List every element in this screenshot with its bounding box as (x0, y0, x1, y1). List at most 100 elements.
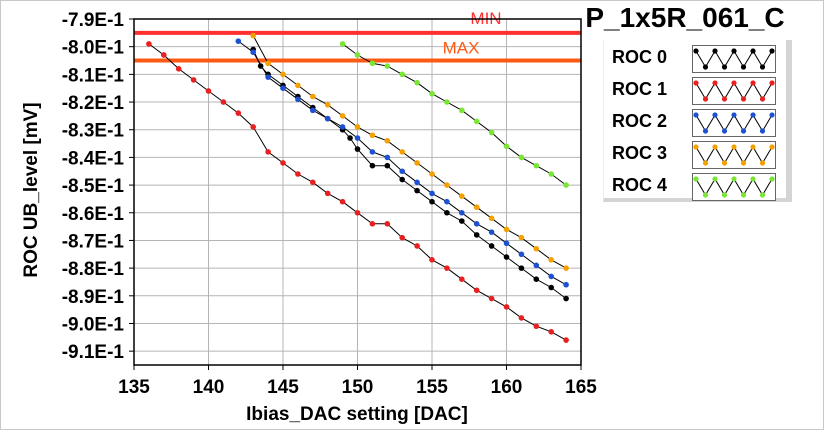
data-point (503, 143, 510, 150)
legend-marker (721, 128, 728, 134)
data-point (235, 38, 242, 44)
data-point (384, 63, 391, 69)
legend-marker (721, 192, 728, 198)
data-point (533, 262, 540, 269)
data-point (235, 110, 242, 116)
data-point (339, 41, 346, 47)
legend-marker (740, 160, 747, 166)
data-point (533, 323, 540, 330)
data-point (429, 198, 435, 205)
legend-marker (712, 80, 718, 86)
axes: 135 140 145 150 155 160 165 -7.9E-1 -8.0E-1 -8.1E… (62, 10, 598, 398)
data-point (503, 226, 510, 233)
data-point (280, 85, 286, 91)
x-tick-label: 150 (342, 377, 374, 398)
x-tick-label: 165 (565, 377, 597, 398)
legend-label: ROC 1 (612, 79, 668, 99)
data-point (384, 154, 391, 161)
data-point (324, 102, 331, 108)
legend-marker (750, 80, 756, 86)
legend-marker (702, 192, 709, 198)
legend-marker (731, 48, 737, 54)
data-point (518, 154, 525, 161)
data-point (295, 96, 301, 103)
data-point (384, 137, 391, 144)
legend-marker (702, 96, 709, 102)
data-point (459, 209, 465, 216)
y-tick-label: -8.3E-1 (62, 121, 125, 142)
legend-item: ROC 1 (604, 76, 786, 105)
data-point (414, 179, 420, 186)
legend-marker (721, 160, 728, 166)
data-point (459, 276, 465, 282)
legend-marker (759, 160, 766, 166)
series-1 (146, 41, 569, 343)
legend-marker (721, 96, 728, 102)
legend-marker (759, 64, 766, 70)
data-point (220, 99, 227, 105)
data-point (354, 135, 361, 141)
series-4 (339, 41, 569, 188)
legend-marker (750, 144, 756, 150)
y-tick-label: -8.1E-1 (62, 65, 125, 86)
data-point (548, 171, 554, 177)
series-3 (250, 32, 569, 271)
data-point (473, 232, 480, 238)
data-point (563, 337, 569, 343)
data-point (503, 240, 510, 247)
data-point (548, 328, 554, 335)
legend-marker (712, 48, 718, 54)
legend-marker (712, 176, 718, 182)
data-point (444, 209, 450, 216)
y-tick-label: -8.5E-1 (62, 176, 125, 197)
y-tick-label: -8.2E-1 (62, 93, 125, 114)
y-tick-label: -7.9E-1 (62, 10, 125, 31)
data-point (488, 229, 495, 235)
data-point (473, 118, 480, 125)
data-point (369, 149, 376, 155)
legend-marker (769, 80, 775, 86)
data-point (473, 287, 480, 294)
data-point (429, 257, 435, 263)
data-point (399, 168, 406, 175)
y-tick-label: -8.4E-1 (62, 148, 125, 169)
legend-item: ROC 0 (604, 44, 786, 73)
data-point (518, 315, 525, 321)
x-tick-label: 135 (118, 377, 150, 398)
legend-marker (769, 176, 775, 182)
data-point (429, 90, 435, 97)
series-line (342, 43, 567, 186)
data-point (563, 295, 569, 302)
legend-marker (702, 64, 709, 70)
data-point (533, 276, 540, 282)
data-point (563, 281, 569, 288)
x-tick-label: 155 (416, 377, 448, 398)
legend-marker (759, 192, 766, 198)
data-point (369, 132, 376, 139)
data-point (384, 221, 391, 227)
data-point (310, 107, 316, 114)
legend-marker (740, 64, 747, 70)
legend-marker (693, 112, 699, 118)
data-point (488, 243, 495, 249)
data-point (488, 215, 495, 222)
data-point (369, 162, 376, 169)
data-point (429, 171, 435, 177)
data-point (399, 234, 406, 241)
legend-label: ROC 3 (612, 143, 668, 163)
legend-marker (759, 128, 766, 134)
legend: ROC 0 ROC 1 ROC 2 ROC 3 ROC 4 (603, 40, 792, 202)
legend-marker (702, 128, 709, 134)
legend-label: ROC 4 (612, 175, 668, 195)
data-point (175, 66, 182, 72)
data-point (444, 265, 450, 271)
data-point (324, 190, 331, 197)
legend-marker (693, 144, 699, 150)
legend-marker (702, 160, 709, 166)
legend-item: ROC 3 (604, 140, 786, 169)
data-point (563, 265, 569, 271)
x-tick-label: 145 (267, 377, 299, 398)
legend-marker (759, 96, 766, 102)
